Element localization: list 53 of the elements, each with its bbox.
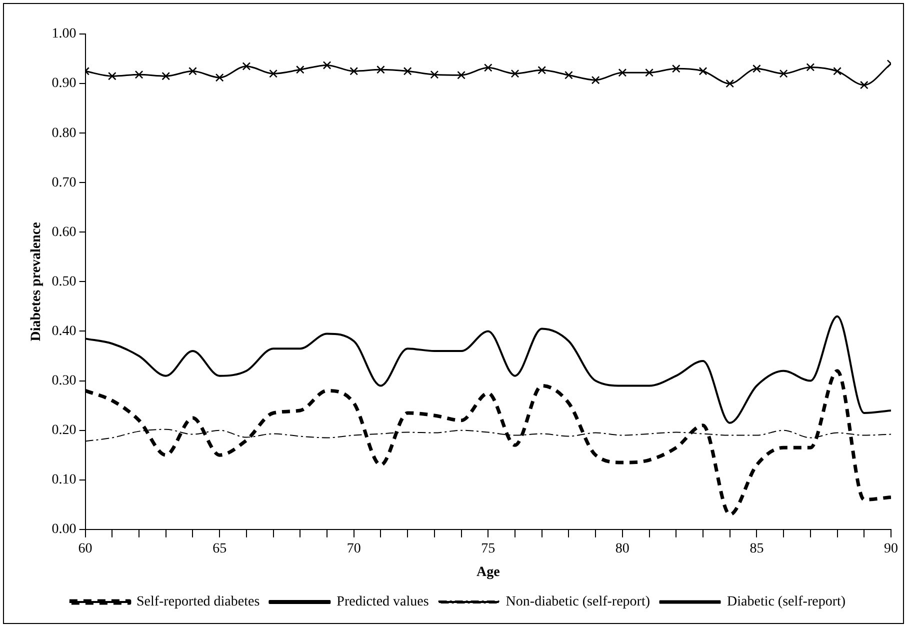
y-tick-label: 0.80 [52,126,76,141]
point [860,80,868,90]
point [322,61,332,70]
point [188,66,197,76]
point [618,68,627,77]
point [698,66,708,76]
x-axis-title: Age [476,565,500,580]
y-tick-label: 0.30 [52,373,76,388]
point [296,65,304,74]
point [538,66,546,74]
y-tick-label: 0.10 [52,472,76,488]
y-tick-label: 0.20 [52,422,76,438]
point [242,62,251,70]
point [726,79,734,88]
point [457,70,466,80]
point [806,63,815,72]
legend-label: Diabetic (self-report) [727,594,846,610]
point [591,76,600,84]
point [672,64,680,73]
y-tick-label: 0.40 [52,324,76,339]
legend-label: Self-reported diabetes [136,594,260,610]
x-tick-label: 75 [481,541,496,556]
point [269,69,278,78]
point [376,65,385,74]
x-tick-label: 85 [750,541,764,556]
point [833,66,842,76]
point [645,68,654,77]
x-tick-label: 80 [615,541,630,556]
point [403,66,412,76]
legend-label: Non-diabetic (self-report) [506,594,650,610]
point [215,73,224,82]
point [779,69,788,78]
y-tick-label: 1.00 [52,26,76,42]
point [134,70,144,79]
point [430,70,439,79]
y-tick-label: 0.70 [52,175,76,190]
point [564,70,573,80]
y-tick-label: 0.50 [52,274,76,290]
x-tick-label: 65 [212,541,227,556]
x-tick-label: 90 [884,541,898,556]
point [510,69,520,78]
point [162,72,170,80]
y-tick-label: 0.60 [52,224,76,240]
point [350,66,358,76]
y-axis-title: Diabetes prevalence [29,222,44,342]
point [108,72,116,80]
y-tick-label: 0.00 [52,522,76,538]
legend-label: Predicted values [336,594,429,610]
x-tick-label: 60 [78,541,92,556]
point [752,64,761,73]
y-tick-label: 0.90 [52,76,76,92]
x-tick-label: 70 [346,541,361,556]
point [484,64,492,72]
